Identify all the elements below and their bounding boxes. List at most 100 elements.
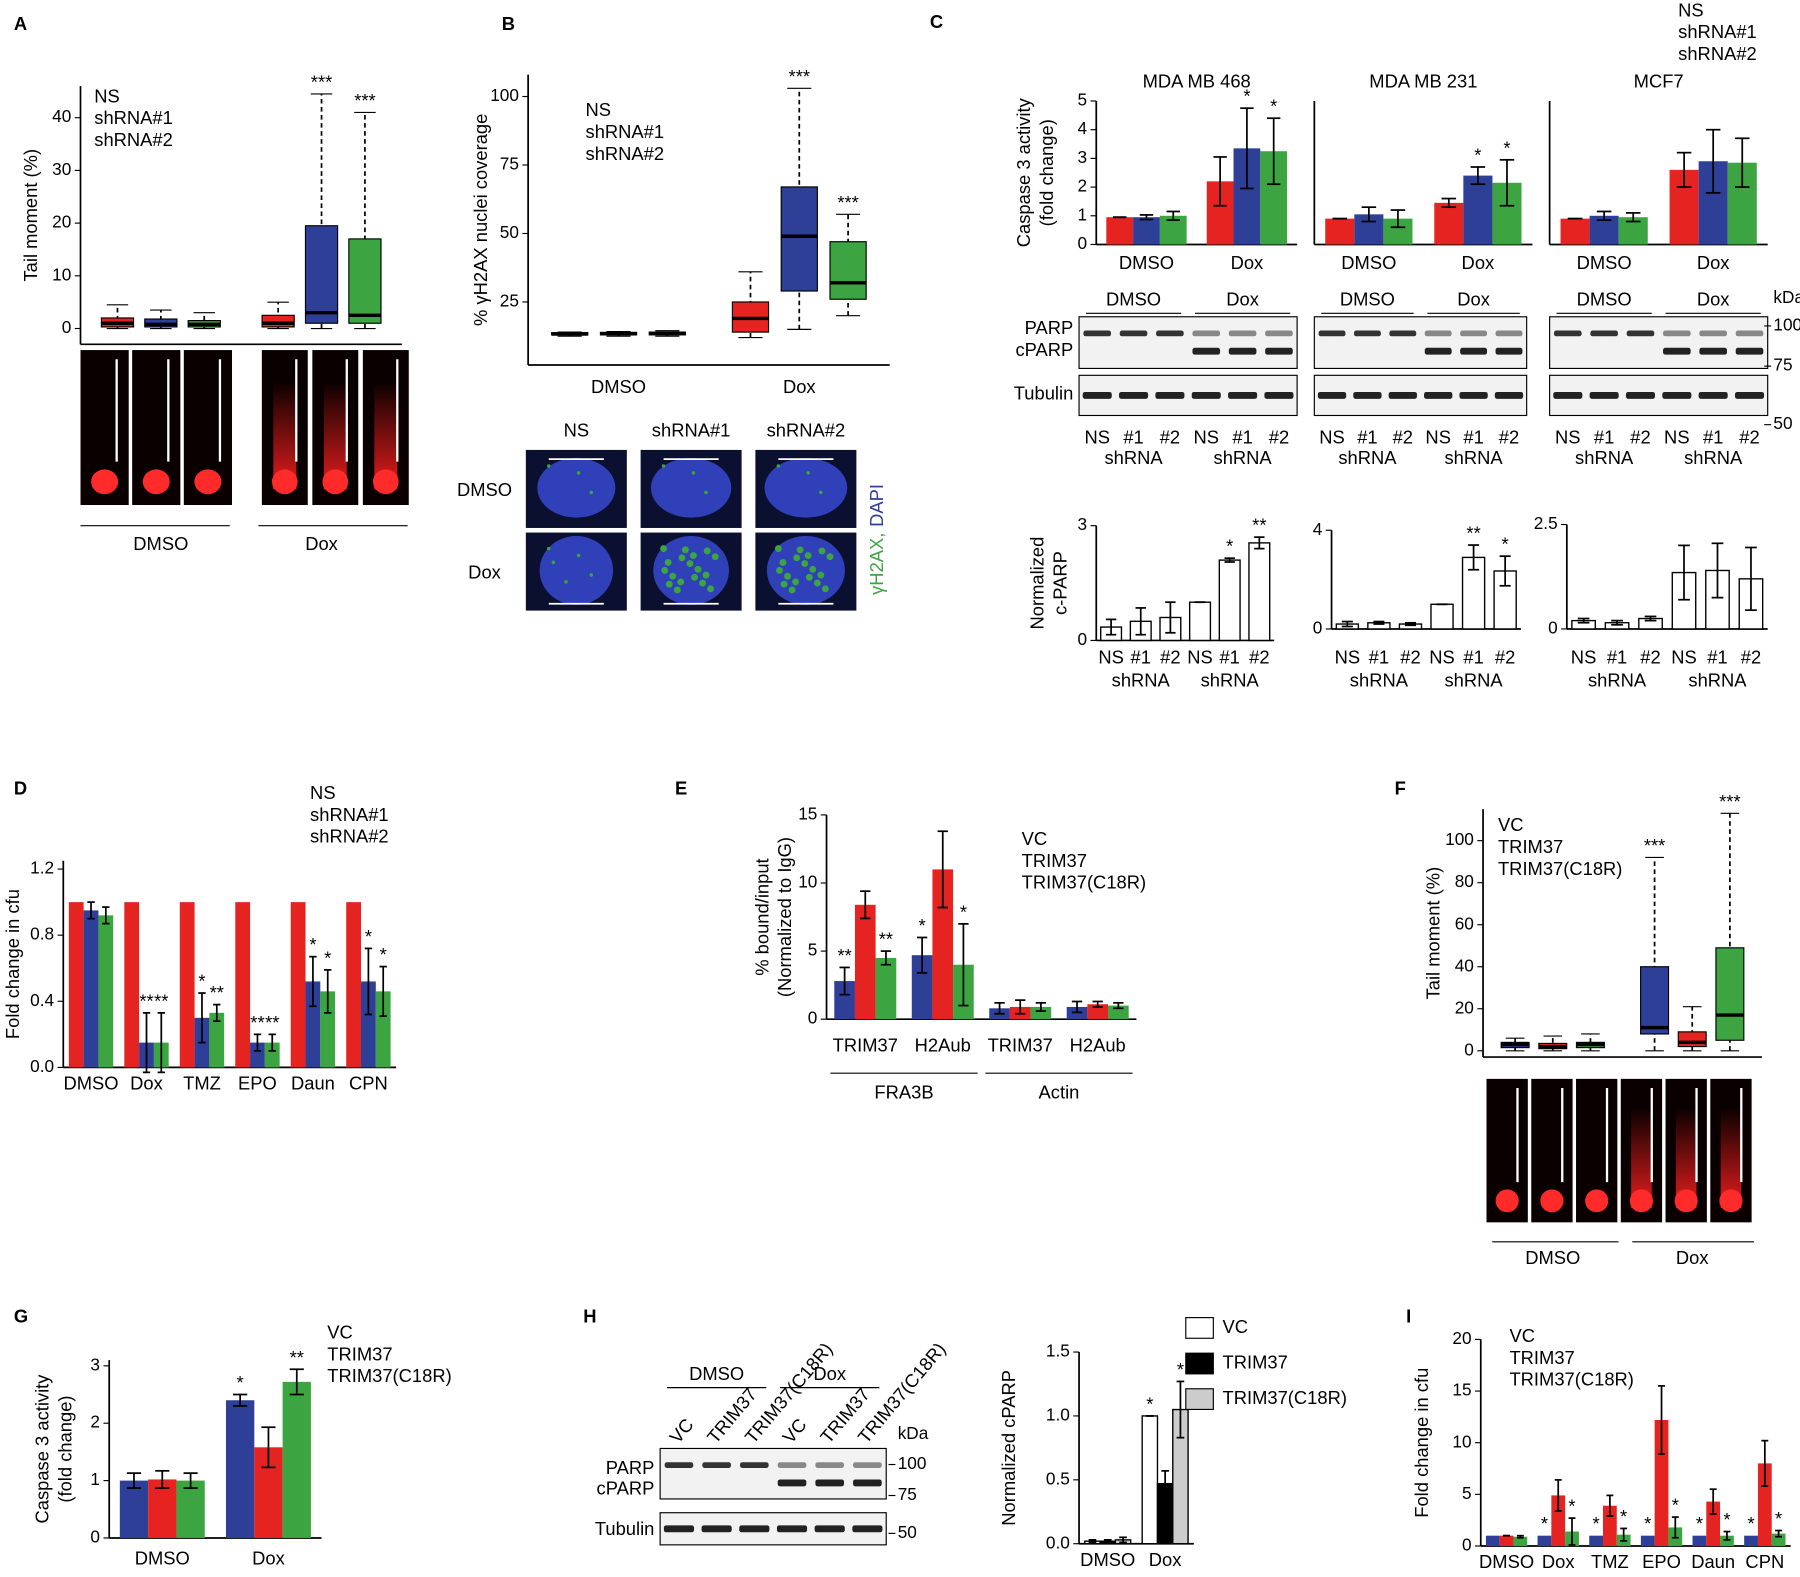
significance: *: [960, 901, 967, 922]
x-tick-label: NS: [1335, 647, 1361, 668]
focus: [805, 573, 813, 581]
blot: [1078, 316, 1298, 369]
y-axis-label: Tail moment (%): [20, 149, 41, 282]
chart-title: MDA MB 231: [1369, 70, 1477, 91]
significance: ***: [837, 192, 858, 213]
band: [1494, 391, 1524, 399]
nucleus: [650, 457, 732, 518]
band: [1265, 347, 1293, 355]
bar: [1030, 1006, 1052, 1020]
blot: [1078, 374, 1298, 417]
blot: [1313, 316, 1528, 369]
lane-label: NS: [1084, 426, 1110, 447]
legend-label: TRIM37(C18R): [1509, 1369, 1633, 1390]
band: [1589, 391, 1619, 399]
band: [739, 1525, 770, 1533]
y-tick-label: 60: [1455, 913, 1474, 933]
band: [1318, 330, 1346, 337]
x-tick-label: Dox: [1542, 1551, 1575, 1572]
band: [1424, 347, 1452, 355]
y-axis-label: (fold change): [1036, 119, 1057, 226]
y-tick-label: 100: [1445, 829, 1474, 849]
x-tick-label: TRIM37: [833, 1035, 898, 1056]
band: [1191, 391, 1221, 399]
x-tick-label: Daun: [291, 1072, 335, 1093]
bar: [1706, 1501, 1721, 1547]
significance: *: [1243, 86, 1250, 107]
marker-size: 100: [898, 1453, 927, 1473]
bar: [1106, 217, 1134, 245]
bar: [1430, 603, 1454, 630]
bar: [1640, 1535, 1655, 1547]
marker-size: 50: [1773, 413, 1792, 433]
bar: [98, 915, 114, 1068]
y-axis-label: Caspase 3 activity: [1013, 97, 1034, 247]
band: [1590, 330, 1618, 337]
significance: **: [154, 990, 168, 1011]
bar: [290, 902, 306, 1068]
condition-label: DMSO: [1577, 289, 1632, 310]
significance: ***: [789, 66, 810, 87]
comet-tail: [323, 381, 347, 490]
focus: [665, 580, 673, 588]
lane-group-label: shRNA: [1104, 447, 1163, 468]
panel-letter: B: [502, 13, 515, 34]
condition-label: DMSO: [689, 1363, 744, 1384]
legend-label: VC: [1022, 828, 1048, 849]
panel-letter: A: [14, 13, 27, 34]
y-tick-label: 40: [52, 106, 71, 126]
panel-letter: F: [1395, 777, 1406, 798]
comet-head: [372, 469, 399, 495]
x-tick-label: NS: [1098, 647, 1124, 668]
lane-label: #1: [1703, 426, 1723, 447]
nucleus: [537, 457, 616, 518]
blot: [1549, 316, 1769, 369]
bar: [1551, 1495, 1566, 1547]
band: [1663, 347, 1691, 355]
band: [1735, 330, 1764, 337]
bar: [1499, 1535, 1514, 1547]
band: [853, 1462, 882, 1468]
x-tick-label: DMSO: [63, 1072, 118, 1093]
marker-size: 100: [1773, 315, 1800, 335]
comet-tail: [273, 381, 297, 490]
significance: ***: [1719, 791, 1740, 812]
legend-label: TRIM37(C18R): [1223, 1387, 1347, 1408]
band: [1460, 347, 1488, 355]
band: [814, 1525, 845, 1533]
bar: [225, 1400, 255, 1538]
bar: [148, 1479, 177, 1538]
group-label: FRA3B: [874, 1082, 933, 1103]
focus: [699, 579, 707, 587]
focus: [796, 546, 804, 554]
legend-label: TRIM37(C18R): [1498, 858, 1622, 879]
y-tick-label: 5: [1462, 1483, 1472, 1503]
bar: [264, 1042, 280, 1068]
x-tick-label: #1: [1219, 647, 1239, 668]
y-tick-label: 4: [1078, 118, 1088, 138]
significance: **: [837, 945, 851, 966]
y-axis-label: c-PARP: [1050, 551, 1071, 615]
bar: [235, 902, 251, 1068]
y-tick-label: 3: [90, 1354, 100, 1374]
legend-label: shRNA#1: [310, 804, 389, 825]
lane-label: #2: [1393, 426, 1413, 447]
significance: *: [1723, 1509, 1730, 1530]
column-label: NS: [564, 419, 590, 440]
lane-group-label: shRNA: [1338, 447, 1397, 468]
focus: [669, 572, 677, 580]
y-tick-label: 50: [500, 222, 519, 242]
x-tick-label: DMSO: [1577, 252, 1632, 273]
x-tick-label: CPN: [349, 1072, 388, 1093]
focus: [806, 471, 810, 475]
band: [1460, 330, 1488, 337]
significance: *: [1620, 1506, 1627, 1527]
focus: [821, 585, 829, 593]
focus: [691, 471, 696, 475]
band: [1353, 391, 1382, 399]
legend-label: shRNA#2: [586, 143, 665, 164]
legend-swatch: [1185, 1388, 1214, 1411]
significance: **: [879, 929, 893, 950]
bar: [1434, 202, 1464, 245]
